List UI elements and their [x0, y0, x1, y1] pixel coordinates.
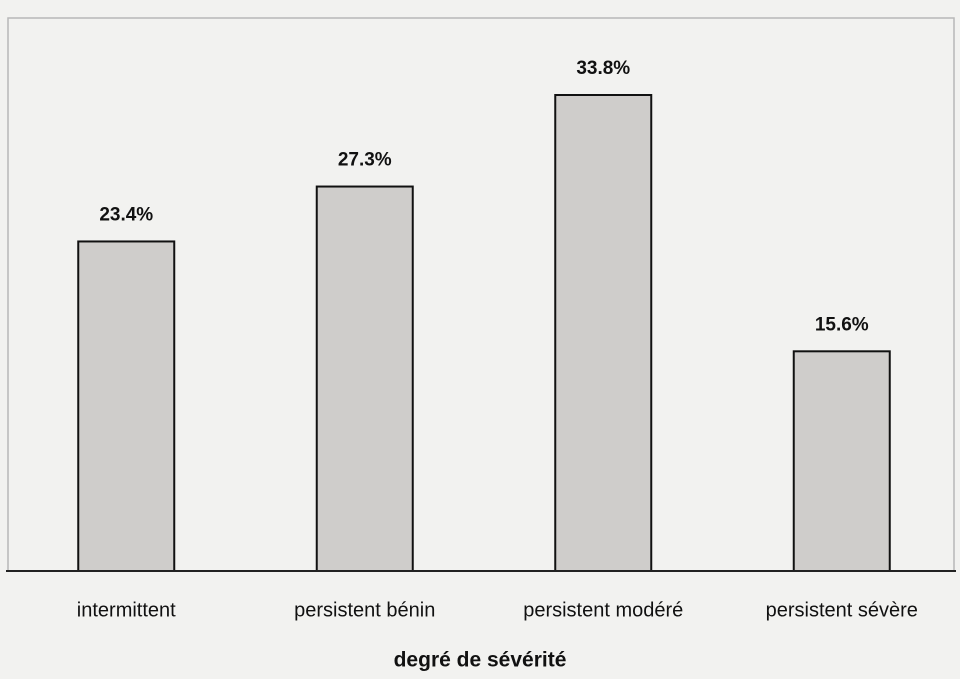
bar — [554, 94, 653, 572]
x-axis-label: degré de sévérité — [394, 649, 567, 672]
data-label: 33.8% — [576, 58, 630, 79]
bar — [792, 350, 891, 572]
data-label: 15.6% — [815, 314, 869, 335]
data-label: 27.3% — [338, 150, 392, 171]
bar — [315, 185, 414, 573]
x-tick-label: persistent modéré — [523, 599, 683, 621]
x-tick-label: persistent sévère — [766, 599, 918, 621]
bar — [77, 240, 176, 572]
data-label: 23.4% — [99, 204, 153, 225]
x-tick-label: persistent bénin — [294, 599, 435, 621]
x-tick-label: intermittent — [77, 599, 176, 621]
